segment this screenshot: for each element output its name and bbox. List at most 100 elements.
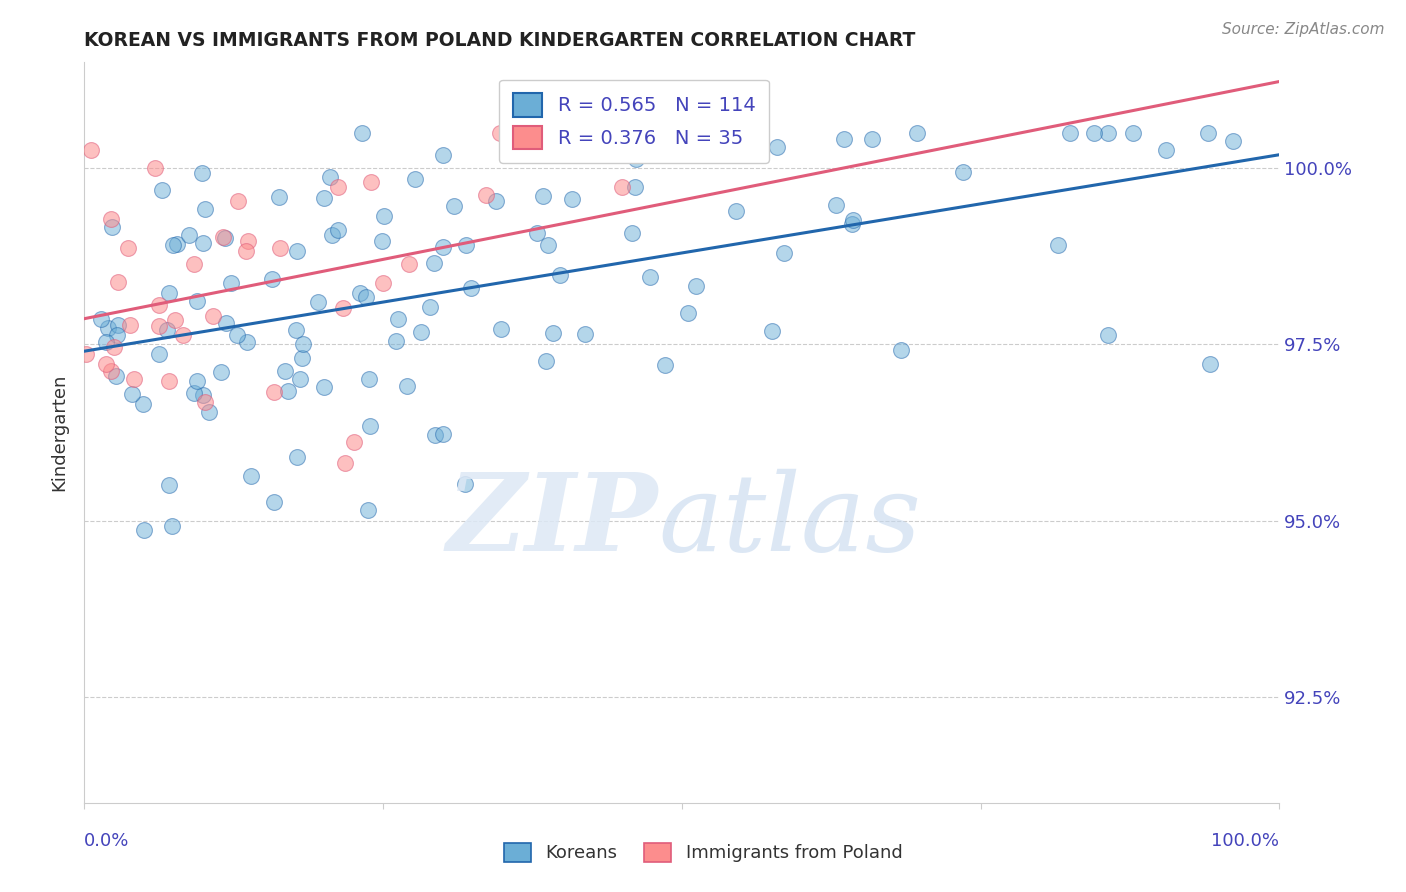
Point	[475, 187, 498, 202]
Point	[761, 324, 783, 338]
Point	[117, 241, 139, 255]
Point	[541, 326, 564, 340]
Text: ZIP: ZIP	[447, 468, 658, 574]
Point	[212, 229, 235, 244]
Point	[103, 340, 125, 354]
Point	[454, 237, 477, 252]
Point	[640, 270, 662, 285]
Point	[177, 228, 200, 243]
Point	[890, 343, 912, 358]
Point	[262, 271, 284, 285]
Point	[183, 385, 205, 400]
Point	[360, 175, 382, 189]
Point	[236, 235, 259, 249]
Point	[194, 202, 217, 216]
Point	[548, 268, 571, 282]
Point	[274, 364, 297, 378]
Point	[101, 219, 124, 234]
Point	[285, 244, 308, 259]
Point	[725, 203, 748, 218]
Point	[157, 374, 180, 388]
Point	[122, 371, 145, 385]
Point	[193, 388, 215, 402]
Point	[307, 294, 329, 309]
Point	[132, 397, 155, 411]
Point	[333, 456, 356, 470]
Point	[404, 171, 426, 186]
Point	[225, 328, 247, 343]
Point	[285, 322, 308, 336]
Point	[432, 240, 454, 254]
Point	[148, 346, 170, 360]
Point	[825, 197, 848, 211]
Point	[1198, 357, 1220, 371]
Point	[343, 435, 366, 450]
Text: Source: ZipAtlas.com: Source: ZipAtlas.com	[1222, 22, 1385, 37]
Point	[105, 328, 128, 343]
Point	[94, 335, 117, 350]
Point	[1197, 126, 1219, 140]
Point	[236, 334, 259, 349]
Point	[561, 192, 583, 206]
Point	[80, 143, 103, 157]
Point	[905, 126, 928, 140]
Point	[423, 256, 446, 270]
Point	[277, 384, 299, 398]
Point	[357, 372, 380, 386]
Point	[841, 217, 863, 231]
Point	[160, 519, 183, 533]
Point	[526, 227, 548, 241]
Point	[454, 477, 477, 491]
Point	[150, 183, 173, 197]
Point	[100, 364, 122, 378]
Point	[291, 337, 314, 351]
Point	[226, 194, 249, 209]
Point	[107, 318, 129, 332]
Point	[105, 369, 128, 384]
Point	[267, 190, 290, 204]
Point	[166, 237, 188, 252]
Point	[387, 312, 409, 326]
Point	[107, 275, 129, 289]
Point	[314, 191, 336, 205]
Point	[621, 227, 644, 241]
Point	[534, 354, 557, 368]
Point	[332, 301, 354, 316]
Point	[94, 357, 117, 371]
Point	[354, 290, 377, 304]
Point	[773, 245, 796, 260]
Legend: Koreans, Immigrants from Poland: Koreans, Immigrants from Poland	[496, 836, 910, 870]
Point	[132, 523, 155, 537]
Point	[766, 139, 789, 153]
Point	[1122, 126, 1144, 140]
Point	[411, 326, 433, 340]
Point	[373, 209, 395, 223]
Point	[75, 347, 97, 361]
Point	[357, 503, 380, 517]
Point	[352, 126, 374, 140]
Point	[685, 279, 707, 293]
Point	[1046, 238, 1069, 252]
Point	[419, 300, 441, 314]
Point	[489, 321, 512, 335]
Point	[537, 238, 560, 252]
Point	[359, 419, 381, 434]
Point	[328, 180, 350, 194]
Point	[610, 180, 633, 194]
Point	[121, 387, 143, 401]
Point	[319, 170, 342, 185]
Point	[148, 298, 170, 312]
Point	[202, 310, 225, 324]
Point	[290, 371, 312, 385]
Point	[678, 306, 700, 320]
Point	[1222, 134, 1244, 148]
Point	[432, 148, 454, 162]
Point	[349, 285, 371, 300]
Point	[1059, 126, 1081, 140]
Point	[291, 351, 314, 366]
Point	[623, 179, 645, 194]
Point	[100, 211, 122, 226]
Point	[148, 319, 170, 334]
Point	[263, 495, 285, 509]
Point	[214, 316, 236, 330]
